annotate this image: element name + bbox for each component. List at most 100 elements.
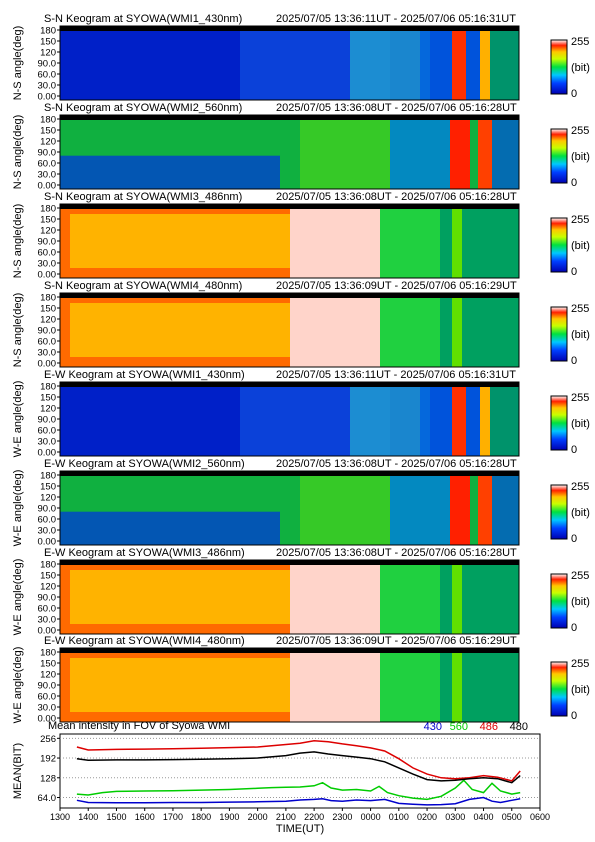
keogram-panel: E-W Keogram at SYOWA(WMI4_480nm) 2025/07/… [12,635,590,725]
x-tick-label: 1400 [78,812,98,822]
y-tick-label: 30.0 [38,526,57,537]
colorbar-max-label: 255 [571,392,589,404]
keogram-band [380,204,440,278]
y-tick-label: 120 [40,315,56,326]
y-tick-label: 120 [40,404,56,415]
y-tick-label: 150 [40,571,56,582]
keogram-hotspot [452,648,462,722]
colorbar [550,217,568,273]
y-tick-label: 0.00 [38,270,57,281]
keogram-image [60,293,519,367]
y-tick-label: 180 [40,382,56,393]
y-tick-label: 150 [40,659,56,670]
keogram-band [390,471,450,545]
y-tick-label: 90.0 [38,415,57,426]
y-tick-label: 180 [40,471,56,482]
colorbar-min-label: 0 [571,710,577,722]
y-tick-label: 180 [40,26,56,37]
keogram-band [420,382,480,456]
keogram-panel: S-N Keogram at SYOWA(WMI1_430nm) 2025/07/… [12,13,590,103]
colorbar-min-label: 0 [571,266,577,278]
keogram-image [60,26,519,100]
y-tick-label: 150 [40,37,56,48]
keogram-panel: S-N Keogram at SYOWA(WMI3_486nm) 2025/07/… [12,191,590,281]
keogram-panel: S-N Keogram at SYOWA(WMI2_560nm) 2025/07/… [12,102,590,192]
keogram-hotspot [452,560,462,634]
y-tick-label: 192 [40,754,56,765]
y-tick-label: 64.0 [38,793,57,804]
legend-entry: 430 [424,721,442,733]
colorbar-unit-label: (bit) [571,151,590,163]
colorbar-unit-label: (bit) [571,418,590,430]
keogram-band [350,26,430,100]
colorbar [550,128,568,184]
y-axis-label: MEAN(BIT) [12,743,24,799]
y-tick-label: 180 [40,204,56,215]
colorbar-max-label: 255 [571,658,589,670]
panel-time-range: 2025/07/05 13:36:08UT - 2025/07/06 05:16… [276,191,517,203]
keogram-band [380,560,440,634]
panel-time-range: 2025/07/05 13:36:08UT - 2025/07/06 05:16… [276,458,517,470]
keogram-panel: E-W Keogram at SYOWA(WMI2_560nm) 2025/07/… [12,458,590,548]
x-tick-label: 1700 [163,812,183,822]
y-tick-label: 30.0 [38,259,57,270]
y-tick-label: 120 [40,137,56,148]
panel-time-range: 2025/07/05 13:36:11UT - 2025/07/06 05:16… [276,13,516,25]
panel-time-range: 2025/07/05 13:36:08UT - 2025/07/06 05:16… [276,547,517,559]
y-axis-label: N-S angle(deg) [12,204,24,279]
keogram-panel: E-W Keogram at SYOWA(WMI1_430nm) 2025/07/… [12,369,590,459]
keogram-top-strip [60,115,519,120]
y-tick-label: 60.0 [38,515,57,526]
panel-title: E-W Keogram at SYOWA(WMI2_560nm) [44,458,245,470]
colorbar-min-label: 0 [571,177,577,189]
keogram-band [380,648,440,722]
keogram-band [300,471,390,545]
colorbar-unit-label: (bit) [571,596,590,608]
keogram-image [60,560,519,634]
y-tick-label: 120 [40,226,56,237]
panel-title: S-N Keogram at SYOWA(WMI4_480nm) [44,280,242,292]
colorbar [550,573,568,629]
keogram-panel: E-W Keogram at SYOWA(WMI3_486nm) 2025/07/… [12,547,590,637]
y-tick-label: 60.0 [38,692,57,703]
colorbar-max-label: 255 [571,125,589,137]
colorbar-max-label: 255 [571,214,589,226]
y-tick-label: 120 [40,670,56,681]
keogram-band [70,658,290,712]
y-tick-label: 90.0 [38,148,57,159]
y-tick-label: 256 [40,734,56,745]
y-axis-label: N-S angle(deg) [12,115,24,190]
y-tick-label: 30.0 [38,170,57,181]
colorbar-min-label: 0 [571,622,577,634]
x-tick-label: 0300 [445,812,465,822]
keogram-hotspot [452,293,462,367]
keogram-band [300,115,390,189]
colorbar-min-label: 0 [571,355,577,367]
keogram-band [70,303,290,357]
x-tick-label: 0500 [502,812,522,822]
series-line-480 [76,751,521,784]
y-tick-label: 0.00 [38,714,57,725]
keogram-image [60,471,519,545]
colorbar [550,484,568,540]
y-axis-label: N-S angle(deg) [12,26,24,101]
colorbar-min-label: 0 [571,533,577,545]
keogram-band [290,204,380,278]
y-tick-label: 0.00 [38,181,57,192]
keogram-panel: S-N Keogram at SYOWA(WMI4_480nm) 2025/07/… [12,280,590,370]
y-tick-label: 30.0 [38,615,57,626]
x-tick-label: 0000 [361,812,381,822]
line-plot-frame [59,733,541,809]
keogram-band [60,511,280,545]
y-tick-label: 30.0 [38,437,57,448]
y-tick-label: 90.0 [38,326,57,337]
y-axis-label: W-E angle(deg) [12,647,24,724]
y-tick-label: 150 [40,126,56,137]
x-tick-label: 1300 [50,812,70,822]
keogram-band [290,293,380,367]
keogram-band [70,570,290,624]
colorbar [550,661,568,717]
x-tick-label: 2100 [276,812,296,822]
y-tick-label: 0.00 [38,537,57,548]
